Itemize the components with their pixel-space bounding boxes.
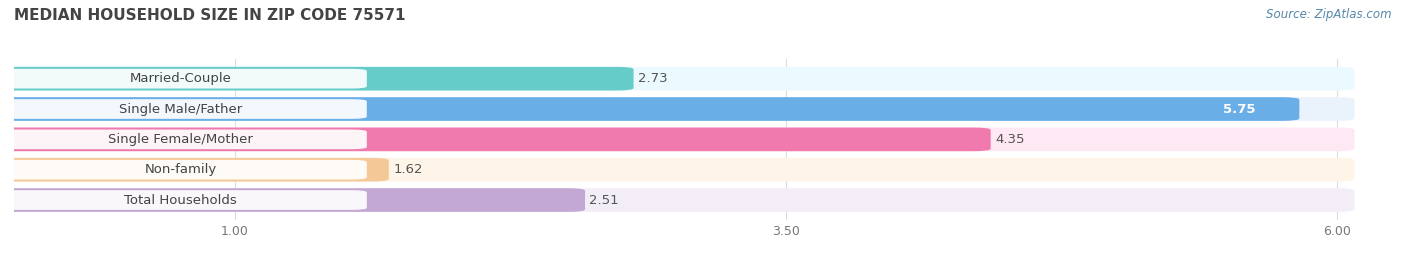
FancyBboxPatch shape bbox=[0, 158, 1354, 181]
Text: Non-family: Non-family bbox=[145, 163, 217, 176]
FancyBboxPatch shape bbox=[0, 129, 367, 149]
FancyBboxPatch shape bbox=[0, 67, 1354, 91]
FancyBboxPatch shape bbox=[0, 67, 634, 91]
Text: 5.75: 5.75 bbox=[1223, 103, 1256, 116]
Text: Single Female/Mother: Single Female/Mother bbox=[108, 133, 253, 146]
Text: 2.51: 2.51 bbox=[589, 193, 619, 207]
FancyBboxPatch shape bbox=[0, 97, 1299, 121]
FancyBboxPatch shape bbox=[0, 97, 1354, 121]
FancyBboxPatch shape bbox=[0, 160, 367, 180]
FancyBboxPatch shape bbox=[0, 69, 367, 88]
FancyBboxPatch shape bbox=[0, 128, 991, 151]
FancyBboxPatch shape bbox=[0, 188, 1354, 212]
Text: Single Male/Father: Single Male/Father bbox=[120, 103, 242, 116]
FancyBboxPatch shape bbox=[0, 128, 1354, 151]
FancyBboxPatch shape bbox=[0, 99, 367, 119]
Text: Married-Couple: Married-Couple bbox=[129, 72, 232, 85]
Text: Source: ZipAtlas.com: Source: ZipAtlas.com bbox=[1267, 8, 1392, 21]
Text: 4.35: 4.35 bbox=[995, 133, 1025, 146]
FancyBboxPatch shape bbox=[0, 188, 585, 212]
Text: MEDIAN HOUSEHOLD SIZE IN ZIP CODE 75571: MEDIAN HOUSEHOLD SIZE IN ZIP CODE 75571 bbox=[14, 8, 405, 23]
FancyBboxPatch shape bbox=[0, 158, 389, 181]
Text: Total Households: Total Households bbox=[124, 193, 236, 207]
Text: 2.73: 2.73 bbox=[638, 72, 668, 85]
Text: 1.62: 1.62 bbox=[394, 163, 423, 176]
FancyBboxPatch shape bbox=[0, 190, 367, 210]
